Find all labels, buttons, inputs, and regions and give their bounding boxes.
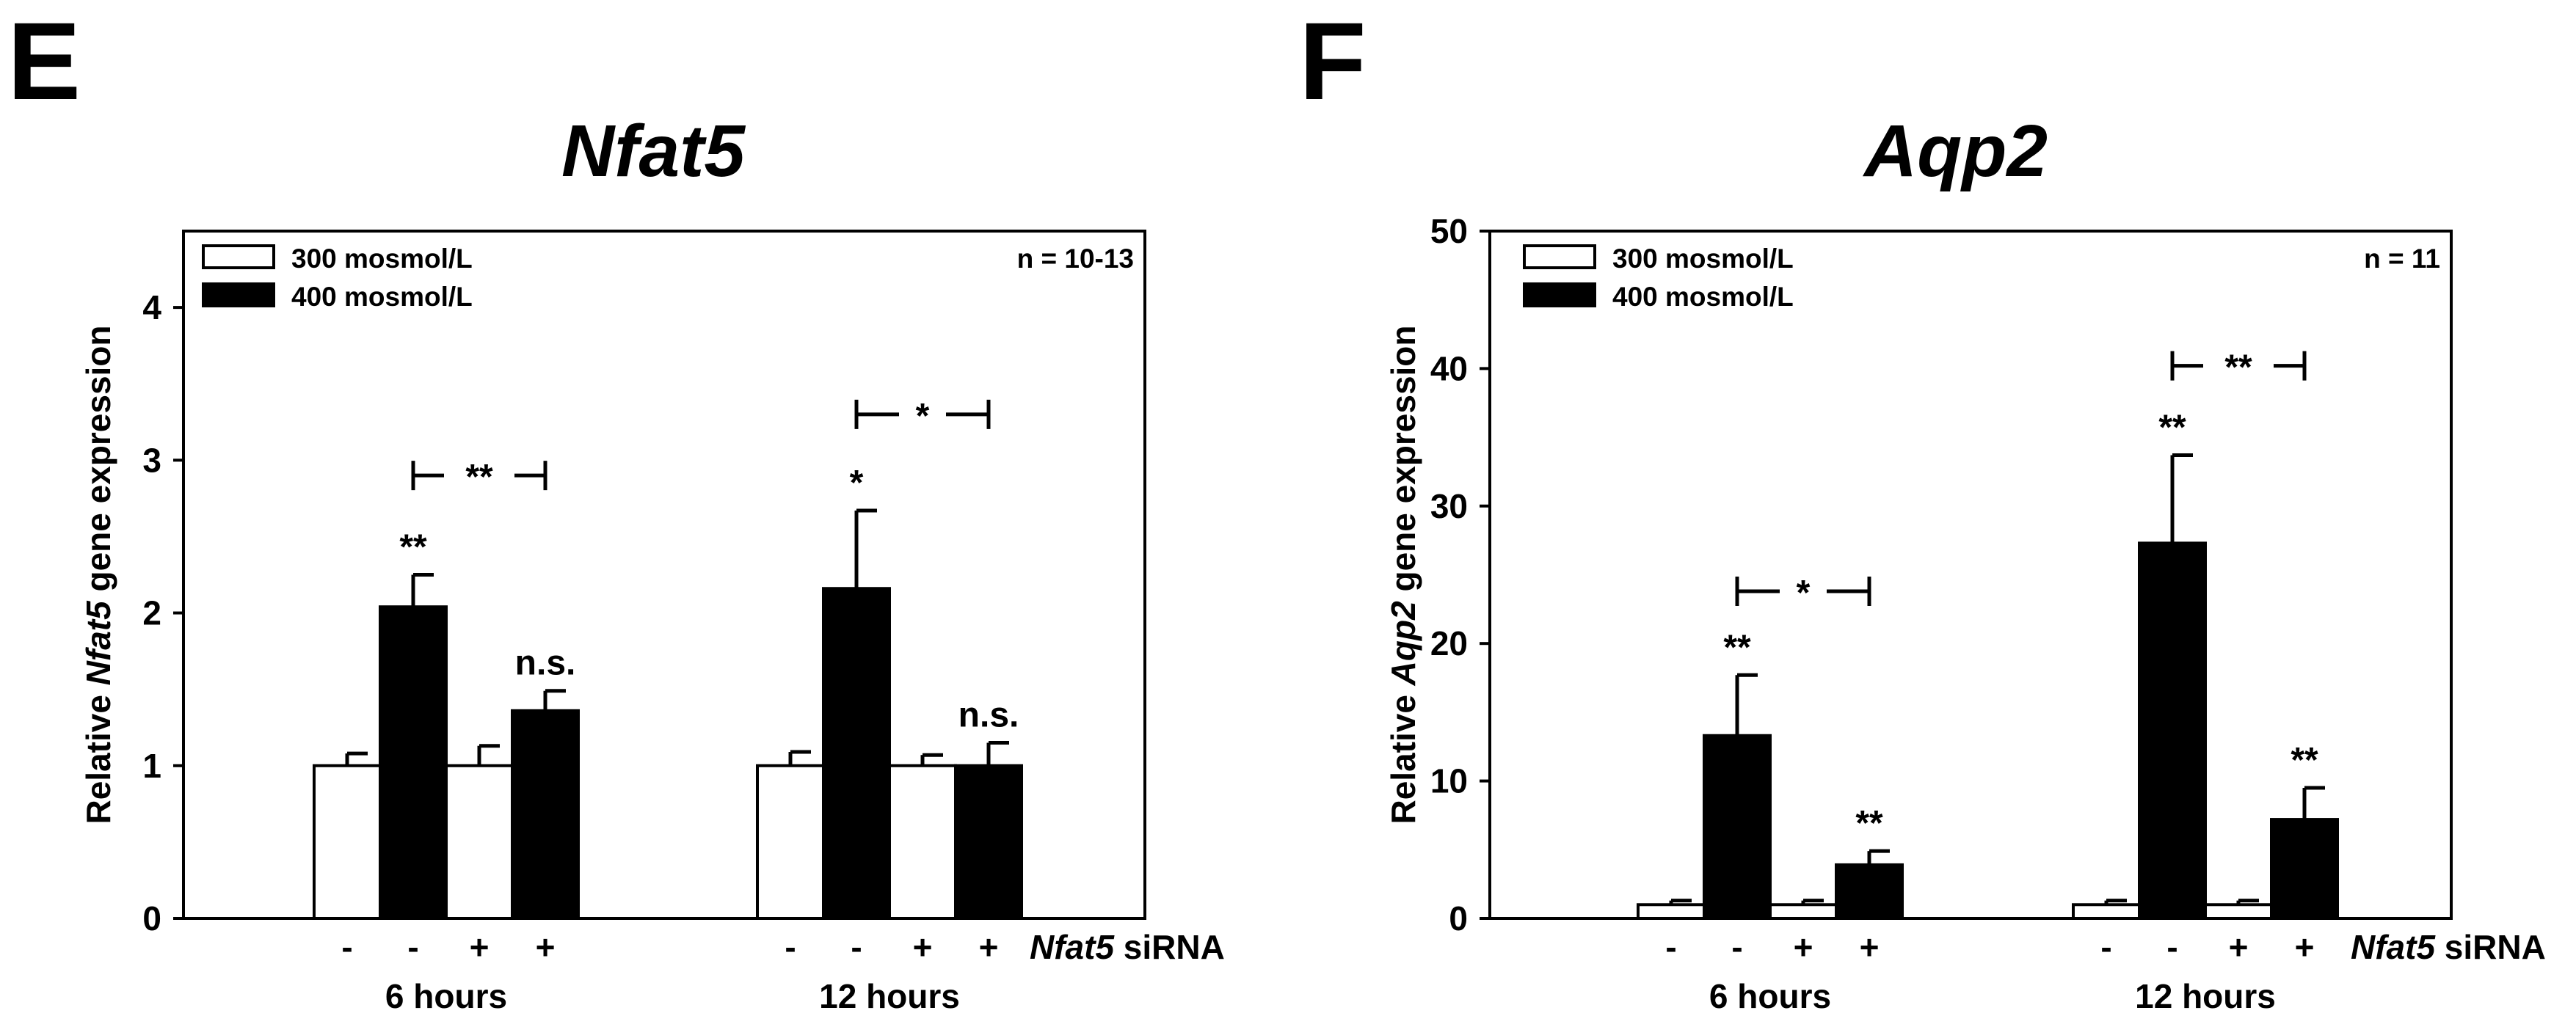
y-tick-label: 30 xyxy=(1430,487,1468,525)
bar xyxy=(2270,818,2339,921)
panel-letter-f: F xyxy=(1299,0,1367,123)
y-axis-label-gene: Aqp2 xyxy=(1384,601,1422,686)
significance-label: ** xyxy=(399,528,427,567)
sirna-label-word: siRNA xyxy=(2435,928,2546,966)
bar xyxy=(379,605,448,921)
plot-frame xyxy=(1488,230,2453,920)
legend-label-400: 400 mosmol/L xyxy=(1612,282,1794,312)
y-tick-label: 1 xyxy=(142,747,161,785)
sirna-sign: - xyxy=(341,928,352,966)
bar xyxy=(756,764,825,921)
y-axis-label-prefix: Relative xyxy=(79,685,117,824)
group-label: 12 hours xyxy=(2135,977,2276,1015)
legend-swatch-400 xyxy=(202,282,275,307)
sirna-sign: - xyxy=(2100,928,2111,966)
y-axis-label-gene: Nfat5 xyxy=(79,600,117,685)
sirna-sign: + xyxy=(1860,928,1880,966)
sirna-sign: - xyxy=(1665,928,1676,966)
group-label: 6 hours xyxy=(1709,977,1831,1015)
significance-label: n.s. xyxy=(515,644,576,683)
y-tick-label: 10 xyxy=(1430,762,1468,800)
bar xyxy=(1703,734,1772,920)
sirna-sign: - xyxy=(785,928,796,966)
bar xyxy=(954,764,1023,921)
y-tick-label: 20 xyxy=(1430,624,1468,662)
sirna-sign: + xyxy=(2229,928,2249,966)
sirna-sign: - xyxy=(851,928,862,966)
y-axis-label: Relative Aqp2 gene expression xyxy=(1384,325,1422,824)
sirna-sign: + xyxy=(913,928,933,966)
bracket-label: * xyxy=(1797,574,1811,613)
sirna-sign: + xyxy=(979,928,999,966)
significance-label: ** xyxy=(2158,408,2186,447)
sirna-sign: + xyxy=(536,928,556,966)
bar xyxy=(822,587,891,920)
legend-swatch-300 xyxy=(1523,244,1596,269)
bar xyxy=(1769,903,1838,921)
bar xyxy=(2204,903,2273,921)
legend-label-400: 400 mosmol/L xyxy=(291,282,473,312)
bar xyxy=(511,709,580,920)
n-label: n = 11 xyxy=(2364,244,2440,274)
plot-frame xyxy=(182,230,1146,920)
bar xyxy=(888,764,957,921)
sirna-label: Nfat5 siRNA xyxy=(1030,928,1225,966)
sirna-sign: - xyxy=(1731,928,1742,966)
bracket-label: * xyxy=(916,397,930,436)
chart-title-f: Aqp2 xyxy=(1862,110,2048,192)
y-tick-label: 0 xyxy=(1449,899,1468,938)
sirna-label-gene: Nfat5 xyxy=(2351,928,2436,966)
panel-letter-e: E xyxy=(7,0,81,123)
chart-f: 0 10 20 30 40 50 Relative Aqp2 gene expression… xyxy=(1384,212,2546,1015)
group-label: 6 hours xyxy=(385,977,507,1015)
bar xyxy=(1835,863,1904,920)
y-axis-label: Relative Nfat5 gene expression xyxy=(79,325,117,824)
bar xyxy=(2138,541,2207,920)
bracket-label: ** xyxy=(2224,348,2252,387)
sirna-sign: - xyxy=(407,928,418,966)
legend-swatch-300 xyxy=(202,244,275,269)
y-tick-label: 40 xyxy=(1430,349,1468,387)
significance-label: * xyxy=(850,464,864,502)
y-tick-label: 2 xyxy=(142,594,161,632)
bracket-label: ** xyxy=(465,458,493,497)
sirna-sign: - xyxy=(2166,928,2177,966)
y-axis-label-prefix: Relative xyxy=(1384,685,1422,824)
chart-title-e: Nfat5 xyxy=(561,110,746,192)
significance-label: ** xyxy=(2291,741,2318,780)
legend-swatch-400 xyxy=(1523,282,1596,307)
panel-e: E Nfat5 0 1 2 3 4 Relative Nfat5 gene express… xyxy=(7,0,1225,1015)
bar xyxy=(2072,903,2141,921)
y-tick-label: 0 xyxy=(142,899,161,938)
sirna-label: Nfat5 siRNA xyxy=(2351,928,2546,966)
sirna-label-word: siRNA xyxy=(1114,928,1225,966)
significance-label: ** xyxy=(1855,804,1883,843)
legend-label-300: 300 mosmol/L xyxy=(291,244,473,274)
sirna-label-gene: Nfat5 xyxy=(1030,928,1115,966)
n-label: n = 10-13 xyxy=(1017,244,1134,274)
bar xyxy=(445,764,514,921)
significance-label: n.s. xyxy=(958,696,1019,735)
y-axis-label-suffix: gene expression xyxy=(79,325,117,601)
chart-e: 0 1 2 3 4 Relative Nfat5 gene expression 300 m… xyxy=(79,230,1225,1015)
y-tick-label: 4 xyxy=(142,288,161,326)
sirna-sign: + xyxy=(470,928,490,966)
group-label: 12 hours xyxy=(819,977,960,1015)
legend-label-300: 300 mosmol/L xyxy=(1612,244,1794,274)
sirna-sign: + xyxy=(1794,928,1813,966)
bar xyxy=(313,764,382,921)
y-tick-label: 3 xyxy=(142,441,161,479)
bar xyxy=(1637,903,1706,921)
significance-label: ** xyxy=(1723,628,1751,667)
panel-f: F Aqp2 0 10 20 30 40 50 Relative Aqp2 gene exp… xyxy=(1299,0,2546,1015)
sirna-sign: + xyxy=(2295,928,2315,966)
y-axis-label-suffix: gene expression xyxy=(1384,325,1422,601)
y-tick-label: 50 xyxy=(1430,212,1468,250)
